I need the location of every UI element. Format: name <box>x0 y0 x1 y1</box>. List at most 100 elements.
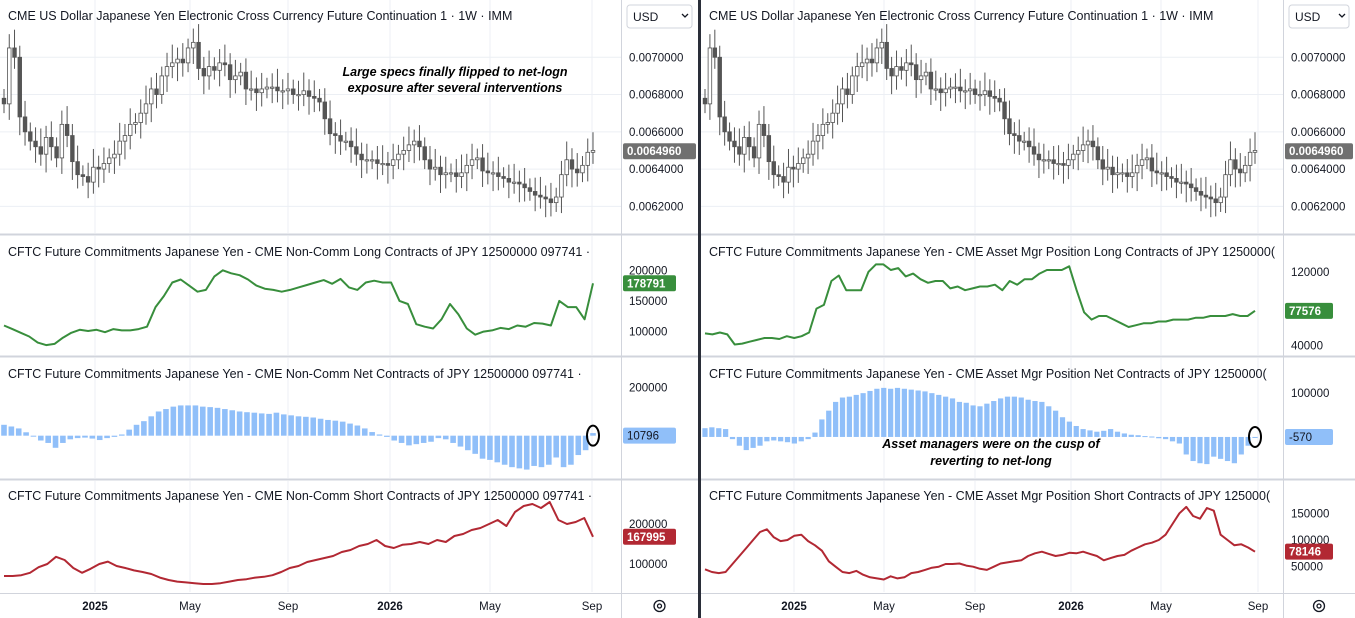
price-candle <box>751 146 757 159</box>
price-candle <box>538 194 543 198</box>
price-candle <box>889 68 894 77</box>
net-bar <box>943 396 949 437</box>
net-bar <box>590 433 596 436</box>
price-candle <box>1154 170 1159 174</box>
price-candle <box>291 88 296 95</box>
net-bar <box>339 421 346 436</box>
price-candle <box>522 183 527 189</box>
panel-divider <box>698 0 701 618</box>
price-candle <box>33 140 38 148</box>
price-candle <box>850 75 855 95</box>
net-bar <box>1183 436 1189 455</box>
price-candle <box>1051 159 1056 164</box>
price-candle <box>810 140 816 155</box>
gear-icon[interactable] <box>1312 599 1326 613</box>
price-candle <box>1090 140 1096 148</box>
annotation-line: reverting to net-long <box>930 454 1052 468</box>
short-axis-tick: 50000 <box>1291 562 1323 574</box>
price-axis-tick: 0.0068000 <box>629 90 683 102</box>
price-candle <box>756 123 762 159</box>
price-candle <box>7 47 12 105</box>
net-bar <box>546 435 552 465</box>
price-candle <box>717 56 722 118</box>
price-candle <box>406 144 412 151</box>
price-candle <box>59 123 65 159</box>
net-bar <box>509 435 515 468</box>
short-axis-tick: 200000 <box>629 519 667 531</box>
price-candle <box>771 161 776 176</box>
price-candle <box>490 172 496 175</box>
left-chart-panel[interactable]: 0.0070000 0.0068000 0.0066000 0.0064000 0.00… <box>0 0 698 618</box>
net-bar <box>141 421 147 436</box>
price-pane-title: CME US Dollar Japanese Yen Electronic Cr… <box>709 9 1213 23</box>
price-candle <box>454 172 459 177</box>
price-candle <box>899 66 904 71</box>
price-candle <box>1223 174 1228 198</box>
net-bar <box>729 436 736 440</box>
price-candle <box>958 86 963 92</box>
net-bar <box>126 429 132 436</box>
net-bar <box>199 406 206 436</box>
net-bar <box>82 435 88 438</box>
price-candle <box>1139 159 1145 166</box>
net-bar <box>1190 436 1196 462</box>
price-candle <box>1105 166 1110 170</box>
net-bar <box>1025 399 1031 437</box>
price-candle <box>874 47 880 64</box>
net-bar <box>177 405 184 436</box>
net-bar <box>23 432 29 436</box>
long-axis-tick: 120000 <box>1291 267 1329 279</box>
annotation-line: Large specs finally flipped to net-logn <box>342 65 567 79</box>
net-bar <box>929 393 935 437</box>
net-bar <box>839 397 846 437</box>
net-bar <box>391 435 398 441</box>
net-bar <box>778 436 784 442</box>
price-candle <box>128 123 133 136</box>
net-bar <box>310 417 317 436</box>
price-axis-tick: 0.0070000 <box>1291 52 1345 64</box>
gear-icon[interactable] <box>653 599 666 613</box>
price-candle <box>91 166 96 183</box>
currency-selector[interactable]: USD <box>1288 4 1350 29</box>
net-bar <box>798 436 804 442</box>
net-last-badge <box>1285 428 1333 445</box>
net-bar <box>428 435 434 442</box>
price-axis-tick: 0.0070000 <box>629 52 683 64</box>
price-candle <box>1056 163 1061 166</box>
left-chart-svg[interactable]: 0.0070000 0.0068000 0.0066000 0.0064000 0.00… <box>0 0 698 618</box>
short-last-value: 167995 <box>627 532 666 544</box>
price-candle <box>1164 172 1169 177</box>
price-candle <box>569 159 575 170</box>
price-candle <box>80 174 86 177</box>
long-pane-title: CFTC Future Commitments Japanese Yen - C… <box>709 245 1276 259</box>
price-candle <box>712 47 718 58</box>
net-bar <box>757 436 763 446</box>
net-bar <box>457 435 464 447</box>
net-bar <box>104 435 110 439</box>
price-candle <box>259 88 264 94</box>
price-candle <box>243 71 249 90</box>
net-bar <box>229 410 236 436</box>
price-candle <box>553 196 559 204</box>
price-candle <box>411 140 417 146</box>
price-candle <box>191 41 196 49</box>
net-bar <box>479 435 486 459</box>
price-candle <box>1208 196 1214 200</box>
right-chart-svg[interactable]: 0.0070000 0.0068000 0.0066000 0.0064000 0.00… <box>701 0 1355 618</box>
net-bar <box>1032 401 1038 437</box>
price-candle <box>859 62 865 67</box>
net-highlight-circle <box>586 424 600 447</box>
price-candle <box>96 166 101 170</box>
net-bar <box>894 387 901 437</box>
net-bar <box>1197 436 1203 464</box>
price-candle <box>845 88 850 95</box>
net-bar <box>1108 429 1114 437</box>
right-chart-panel[interactable]: 0.0070000 0.0068000 0.0066000 0.0064000 0.00… <box>701 0 1355 618</box>
currency-selector[interactable]: USD <box>626 4 693 29</box>
price-candle <box>1238 168 1243 174</box>
price-candle <box>422 146 427 161</box>
net-bar <box>1080 429 1086 437</box>
price-candle <box>354 146 359 155</box>
net-bar <box>922 391 928 437</box>
net-bar <box>148 416 155 436</box>
